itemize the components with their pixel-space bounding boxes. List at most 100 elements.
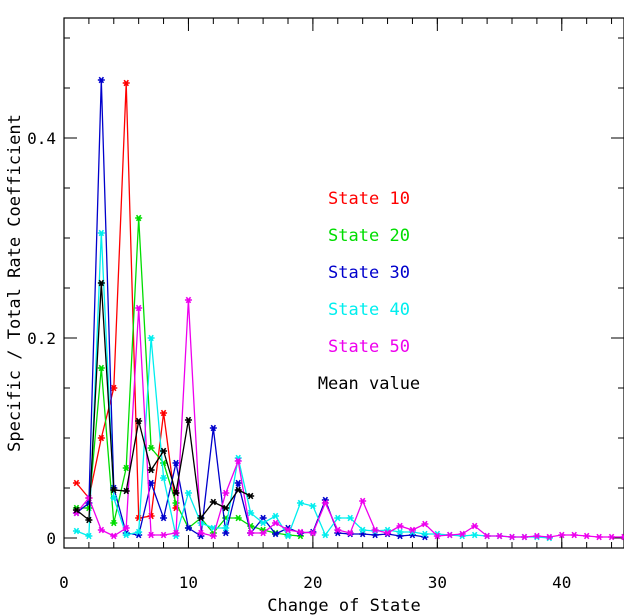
- data-point: [259, 519, 267, 527]
- data-point: [97, 434, 105, 442]
- data-point: [160, 514, 168, 522]
- data-point: [433, 532, 441, 540]
- axis-ticks: 0 10 20 30 40 0 0.2 0.4: [27, 18, 624, 592]
- data-point: [110, 532, 118, 540]
- series-layer: [72, 76, 624, 542]
- data-point: [135, 528, 143, 536]
- data-point: [97, 526, 105, 534]
- data-point: [222, 504, 230, 512]
- data-point: [184, 524, 192, 532]
- data-point: [160, 531, 168, 539]
- data-point: [284, 526, 292, 534]
- data-point: [172, 459, 180, 467]
- data-point: [172, 529, 180, 537]
- data-point: [545, 533, 553, 541]
- data-point: [247, 492, 255, 500]
- data-point: [558, 531, 566, 539]
- legend: State 10 State 20 State 30 State 40 State 50…: [318, 189, 420, 394]
- data-point: [321, 499, 329, 507]
- data-point: [147, 444, 155, 452]
- data-point: [234, 457, 242, 465]
- data-point: [583, 532, 591, 540]
- data-point: [72, 527, 80, 535]
- data-point: [309, 502, 317, 510]
- data-point: [309, 529, 317, 537]
- data-point: [197, 514, 205, 522]
- data-point: [471, 531, 479, 539]
- data-point: [209, 424, 217, 432]
- data-point: [359, 497, 367, 505]
- data-point: [97, 229, 105, 237]
- y-tick-label: 0: [46, 529, 56, 548]
- x-tick-label: 40: [552, 573, 571, 592]
- data-point: [172, 489, 180, 497]
- x-tick-label: 0: [59, 573, 69, 592]
- data-point: [97, 76, 105, 84]
- data-point: [334, 514, 342, 522]
- data-point: [620, 533, 624, 541]
- data-point: [85, 516, 93, 524]
- legend-entry: State 30: [328, 263, 410, 283]
- data-point: [209, 532, 217, 540]
- y-tick-label: 0.2: [27, 329, 56, 348]
- data-point: [272, 530, 280, 538]
- data-point: [110, 486, 118, 494]
- data-point: [508, 533, 516, 541]
- data-point: [483, 532, 491, 540]
- data-point: [247, 529, 255, 537]
- data-point: [97, 279, 105, 287]
- data-point: [147, 466, 155, 474]
- data-point: [446, 531, 454, 539]
- data-point: [160, 409, 168, 417]
- data-point: [259, 514, 267, 522]
- data-point: [184, 489, 192, 497]
- data-point: [272, 519, 280, 527]
- data-point: [160, 447, 168, 455]
- data-point: [110, 384, 118, 392]
- series-mean-value: [72, 279, 255, 524]
- data-point: [471, 522, 479, 530]
- data-point: [408, 526, 416, 534]
- data-point: [272, 512, 280, 520]
- data-point: [334, 526, 342, 534]
- data-point: [122, 464, 130, 472]
- data-point: [184, 416, 192, 424]
- data-point: [135, 417, 143, 425]
- data-point: [570, 531, 578, 539]
- legend-entry: State 20: [328, 226, 410, 246]
- x-tick-label: 20: [303, 573, 322, 592]
- data-point: [458, 530, 466, 538]
- data-point: [122, 531, 130, 539]
- data-point: [147, 334, 155, 342]
- data-point: [72, 506, 80, 514]
- data-point: [110, 519, 118, 527]
- data-point: [160, 474, 168, 482]
- x-axis-label: Change of State: [267, 596, 421, 616]
- data-point: [520, 533, 528, 541]
- x-tick-label: 30: [428, 573, 447, 592]
- series-state-50: [72, 296, 624, 541]
- data-point: [321, 531, 329, 539]
- data-point: [135, 304, 143, 312]
- data-point: [595, 533, 603, 541]
- data-point: [608, 533, 616, 541]
- data-point: [222, 524, 230, 532]
- data-point: [284, 532, 292, 540]
- data-point: [122, 79, 130, 87]
- plot-frame: [63, 17, 624, 549]
- data-point: [234, 479, 242, 487]
- data-point: [135, 214, 143, 222]
- data-point: [122, 524, 130, 532]
- legend-entry: State 40: [328, 300, 410, 320]
- data-point: [97, 364, 105, 372]
- data-point: [222, 489, 230, 497]
- data-point: [234, 514, 242, 522]
- y-tick-label: 0.4: [27, 129, 56, 148]
- data-point: [396, 522, 404, 530]
- legend-entry: State 10: [328, 189, 410, 209]
- data-point: [496, 532, 504, 540]
- x-tick-label: 10: [179, 573, 198, 592]
- y-axis-label: Specific / Total Rate Coefficient: [5, 114, 25, 452]
- data-point: [421, 530, 429, 538]
